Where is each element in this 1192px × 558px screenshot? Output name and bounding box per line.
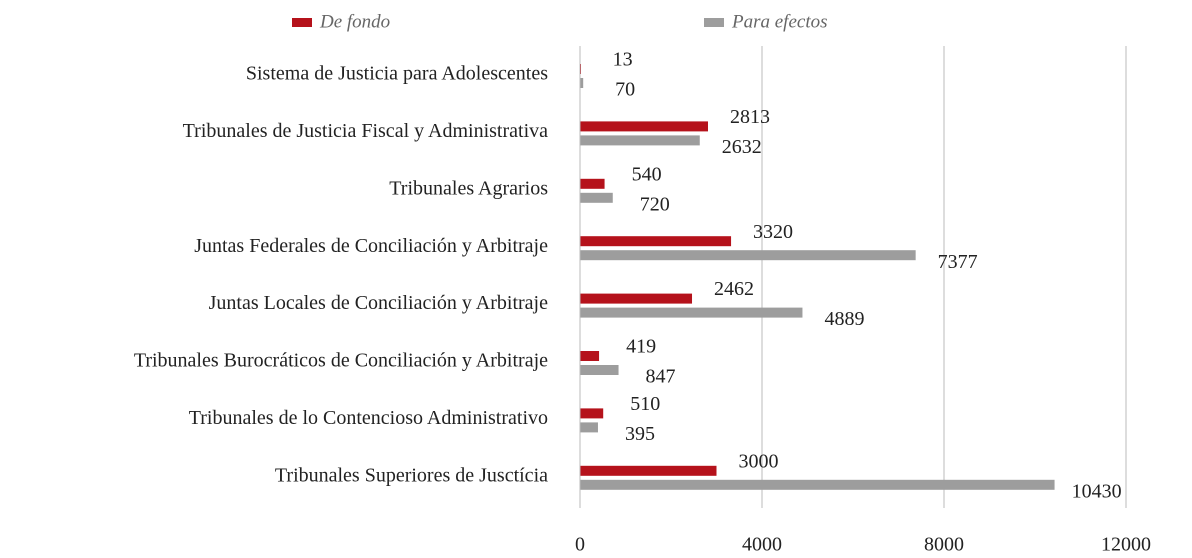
data-label: 720 bbox=[640, 193, 670, 215]
data-label: 7377 bbox=[938, 251, 978, 273]
data-label: 419 bbox=[626, 336, 656, 358]
bar bbox=[580, 479, 1055, 490]
bar bbox=[580, 465, 717, 476]
y-tick-label: Juntas Federales de Conciliación y Arbit… bbox=[194, 235, 548, 257]
bar bbox=[580, 192, 613, 203]
data-label: 10430 bbox=[1072, 480, 1122, 502]
bar bbox=[580, 293, 693, 304]
data-label: 847 bbox=[646, 366, 676, 388]
y-tick-label: Tribunales Burocráticos de Conciliación … bbox=[134, 350, 548, 372]
data-label: 3320 bbox=[753, 221, 793, 243]
legend-label: De fondo bbox=[319, 11, 390, 32]
bar bbox=[580, 351, 600, 361]
data-label: 510 bbox=[630, 393, 660, 415]
y-tick-label: Tribunales Superiores de Jusctícia bbox=[275, 464, 548, 486]
data-label: 13 bbox=[613, 49, 633, 71]
y-tick-label: Tribunales de lo Contencioso Administrat… bbox=[189, 407, 548, 429]
x-tick-label: 0 bbox=[575, 534, 585, 556]
x-tick-label: 8000 bbox=[924, 534, 964, 556]
x-tick-label: 12000 bbox=[1101, 534, 1151, 556]
y-tick-label: Tribunales Agrarios bbox=[389, 177, 548, 199]
bar bbox=[580, 121, 708, 132]
legend-swatch bbox=[292, 18, 312, 27]
bar bbox=[580, 422, 598, 433]
legend-swatch bbox=[704, 18, 724, 27]
data-label: 395 bbox=[625, 423, 655, 445]
y-tick-label: Tribunales de Justicia Fiscal y Administ… bbox=[183, 120, 548, 142]
bar bbox=[580, 78, 584, 88]
data-label: 540 bbox=[632, 163, 662, 185]
legend-label: Para efectos bbox=[731, 11, 828, 32]
data-label: 2462 bbox=[714, 278, 754, 300]
data-label: 2813 bbox=[730, 106, 770, 128]
data-label: 3000 bbox=[739, 450, 779, 472]
bar bbox=[580, 135, 700, 146]
bar bbox=[580, 307, 803, 318]
bar bbox=[580, 365, 619, 375]
data-label: 4889 bbox=[824, 308, 864, 330]
bar bbox=[580, 408, 604, 419]
y-tick-label: Sistema de Justicia para Adolescentes bbox=[246, 63, 548, 85]
data-label: 70 bbox=[615, 79, 635, 101]
x-tick-label: 4000 bbox=[742, 534, 782, 556]
data-label: 2632 bbox=[722, 136, 762, 158]
bar bbox=[580, 236, 732, 247]
bar bbox=[580, 178, 605, 189]
y-tick-label: Juntas Locales de Conciliación y Arbitra… bbox=[209, 292, 548, 314]
bar bbox=[580, 250, 916, 261]
